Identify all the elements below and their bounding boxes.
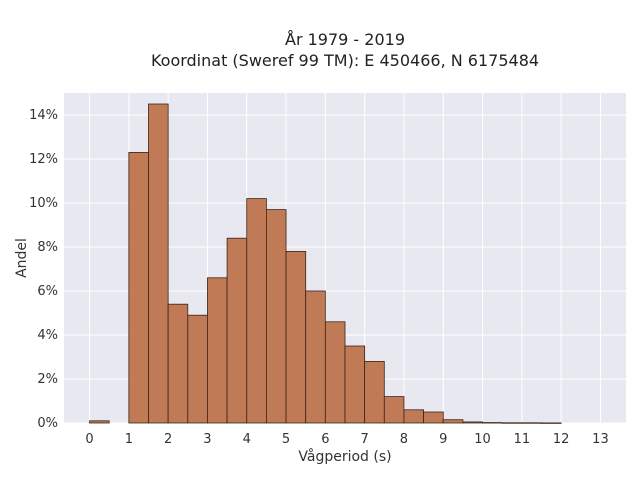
histogram-bar — [148, 103, 169, 424]
histogram-bar — [442, 419, 464, 424]
x-tick-label: 10 — [474, 432, 491, 447]
histogram-bar — [128, 151, 149, 424]
histogram-bar — [207, 277, 228, 424]
y-tick-label: 0% — [37, 416, 58, 431]
x-tick-label: 4 — [243, 432, 251, 447]
histogram-bar — [226, 237, 248, 424]
x-tick-label: 5 — [282, 432, 290, 447]
x-tick-label: 3 — [203, 432, 211, 447]
x-tick-label: 12 — [553, 432, 570, 447]
y-tick-label: 4% — [37, 328, 58, 343]
y-tick-label: 8% — [37, 240, 58, 255]
x-axis-label: Vågperiod (s) — [298, 448, 391, 465]
histogram-bar — [246, 198, 267, 424]
chart-title-line1: År 1979 - 2019 — [285, 30, 405, 49]
chart-title-line2: Koordinat (Sweref 99 TM): E 450466, N 61… — [151, 51, 539, 70]
x-tick-label: 11 — [514, 432, 531, 447]
x-tick-label: 6 — [321, 432, 329, 447]
histogram-bar — [541, 422, 562, 424]
y-tick-label: 14% — [29, 108, 58, 123]
y-tick-label: 2% — [37, 372, 58, 387]
x-tick-label: 7 — [361, 432, 369, 447]
x-tick-label: 1 — [125, 432, 133, 447]
bars — [89, 103, 562, 424]
x-tick-label: 2 — [164, 432, 172, 447]
histogram-bar — [265, 209, 287, 424]
x-tick-label: 0 — [85, 432, 93, 447]
x-tick-label: 9 — [439, 432, 447, 447]
y-axis-ticks: 0% 2% 4% 6% 8% 10% 12% 14% — [29, 108, 58, 431]
y-axis-label: Andel — [14, 238, 30, 278]
histogram-bar — [285, 250, 307, 424]
y-tick-label: 12% — [29, 152, 58, 167]
x-tick-label: 8 — [400, 432, 408, 447]
y-tick-label: 10% — [29, 196, 58, 211]
histogram-bar — [89, 420, 110, 424]
histogram-bar — [403, 409, 425, 424]
y-tick-label: 6% — [37, 284, 58, 299]
histogram-bar — [423, 411, 444, 424]
histogram-bar — [344, 345, 366, 424]
histogram-bar — [364, 360, 385, 424]
x-axis-ticks: 0 1 2 3 4 5 6 7 8 9 10 11 12 13 — [85, 432, 608, 447]
histogram-bar — [482, 422, 503, 424]
histogram-bar — [462, 421, 483, 424]
histogram-bar — [501, 422, 523, 424]
histogram-bar — [324, 321, 346, 424]
histogram-bar — [521, 422, 542, 424]
histogram-bar — [187, 314, 208, 424]
histogram-bar — [305, 290, 326, 424]
histogram-bar — [383, 396, 405, 424]
histogram-bar — [167, 303, 189, 424]
x-tick-label: 13 — [592, 432, 609, 447]
